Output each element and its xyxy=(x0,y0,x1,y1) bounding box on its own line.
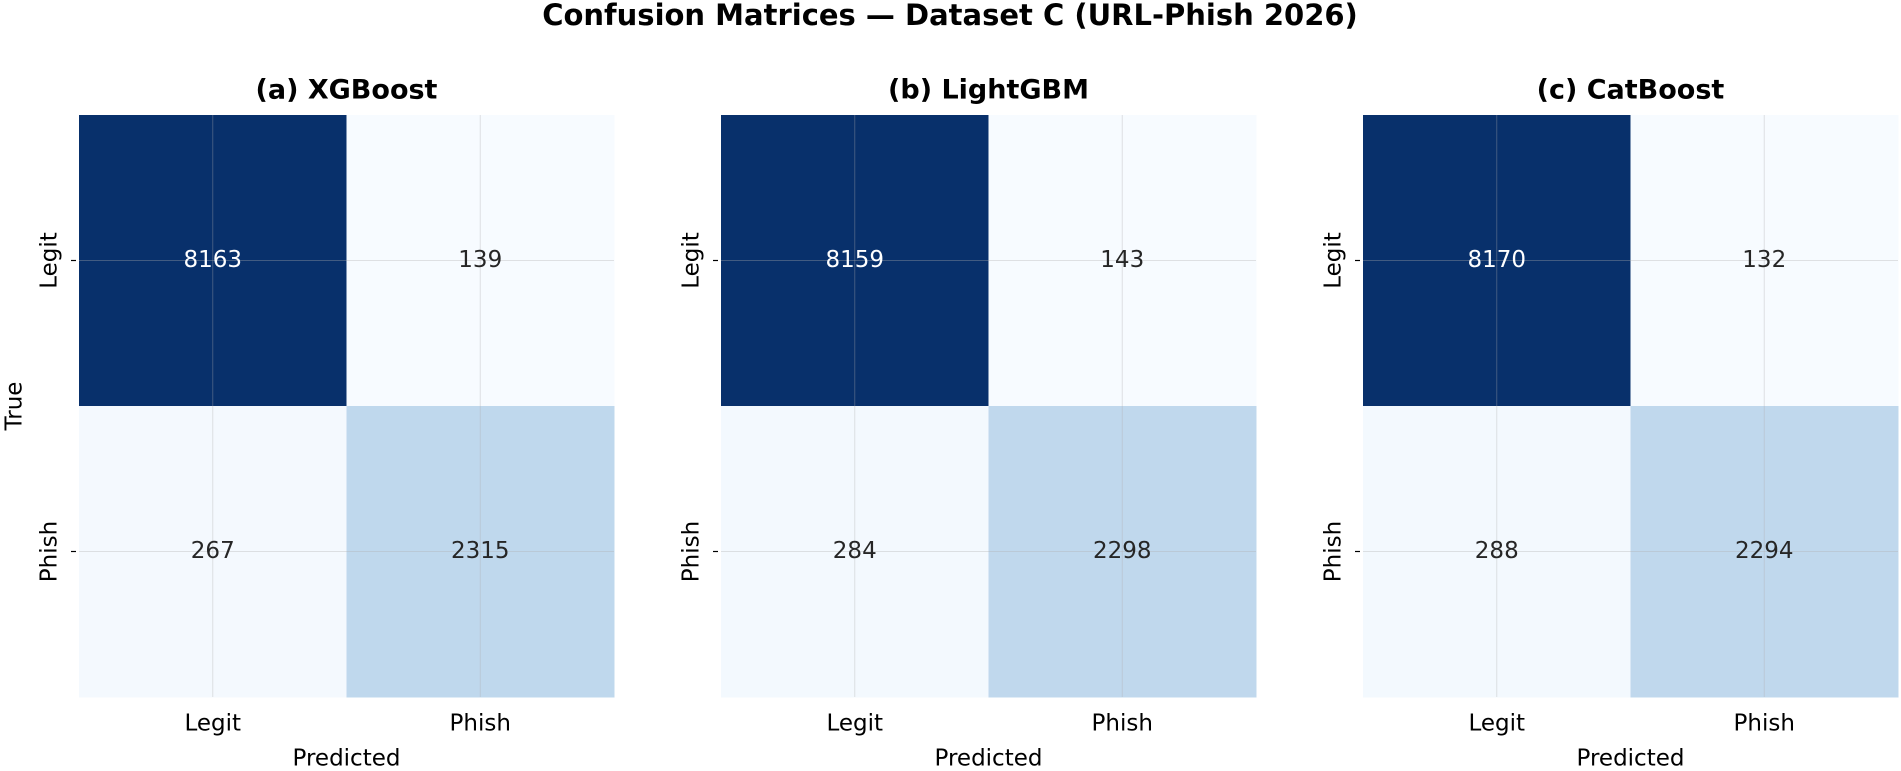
cell-value: 2294 xyxy=(1735,538,1794,564)
panel-title: (c) CatBoost xyxy=(1537,75,1725,106)
cell-value: 8159 xyxy=(825,247,884,273)
heatmap-cell xyxy=(79,115,347,407)
cell-value: 132 xyxy=(1742,247,1786,273)
heatmap-cell xyxy=(721,115,989,407)
x-tick-label: Phish xyxy=(1092,711,1153,737)
heatmap-cell xyxy=(1363,406,1631,698)
cell-value: 8170 xyxy=(1467,247,1526,273)
heatmap-cell xyxy=(79,406,347,698)
x-tick-label: Legit xyxy=(184,711,241,737)
cell-value: 2298 xyxy=(1093,538,1152,564)
x-axis-label: Predicted xyxy=(1577,746,1685,771)
panel-title: (a) XGBoost xyxy=(256,75,438,106)
y-tick-label: Phish xyxy=(37,521,63,582)
x-tick-label: Phish xyxy=(1734,711,1795,737)
cell-value: 2315 xyxy=(451,538,510,564)
heatmap-cell xyxy=(721,406,989,698)
y-tick-label: Phish xyxy=(679,521,705,582)
heatmap-cell xyxy=(988,115,1257,407)
y-tick-label: Legit xyxy=(1321,232,1347,289)
heatmap-cell xyxy=(346,406,615,698)
cell-value: 288 xyxy=(1475,538,1519,564)
heatmap-cell xyxy=(1630,115,1899,407)
cell-value: 284 xyxy=(833,538,877,564)
x-axis-label: Predicted xyxy=(293,746,401,771)
figure-title: Confusion Matrices — Dataset C (URL-Phis… xyxy=(542,0,1358,32)
cell-value: 8163 xyxy=(183,247,242,273)
heatmap-cell xyxy=(988,406,1257,698)
y-tick-label: Legit xyxy=(37,232,63,289)
y-tick-label: Phish xyxy=(1321,521,1347,582)
y-axis-label: True xyxy=(2,382,28,432)
heatmap-cell xyxy=(1363,115,1631,407)
panel-title: (b) LightGBM xyxy=(888,75,1089,106)
cell-value: 143 xyxy=(1100,247,1144,273)
heatmap-cell xyxy=(346,115,615,407)
x-tick-label: Legit xyxy=(1468,711,1525,737)
x-tick-label: Phish xyxy=(450,711,511,737)
heatmap-cell xyxy=(1630,406,1899,698)
x-tick-label: Legit xyxy=(826,711,883,737)
x-axis-label: Predicted xyxy=(935,746,1043,771)
cell-value: 267 xyxy=(191,538,235,564)
cell-value: 139 xyxy=(458,247,502,273)
y-tick-label: Legit xyxy=(679,232,705,289)
